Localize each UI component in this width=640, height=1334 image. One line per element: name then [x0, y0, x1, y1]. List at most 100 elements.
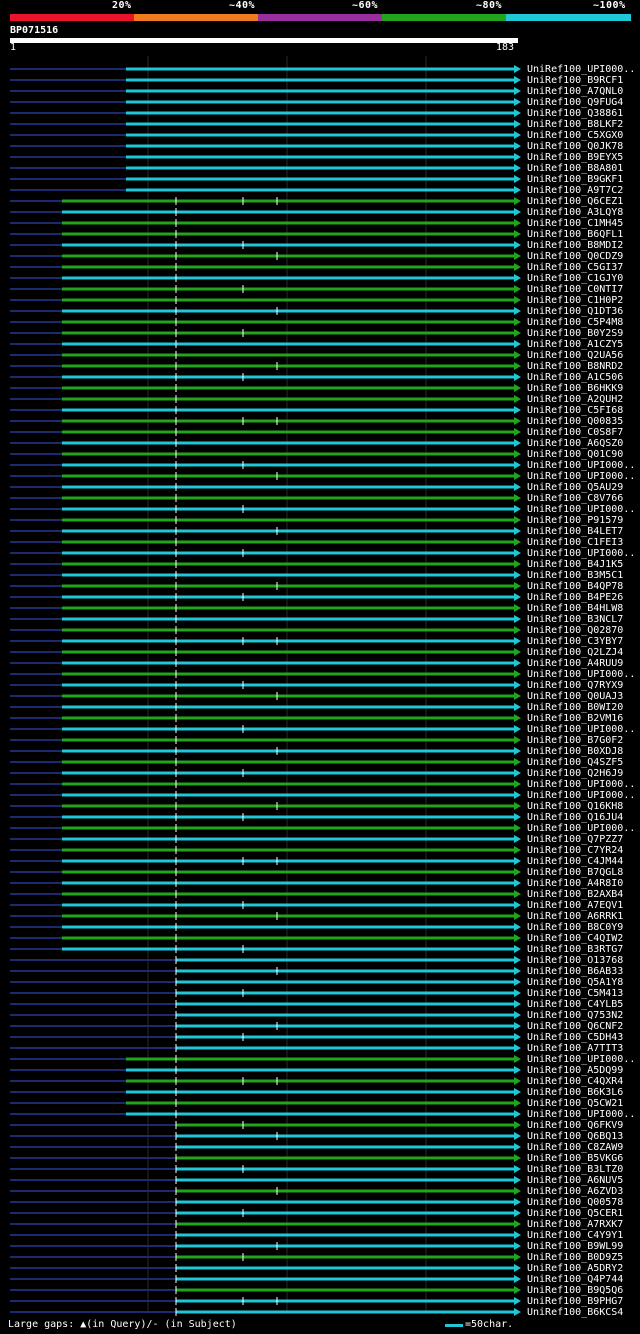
hit-label[interactable]: UniRef100_B4J1K5: [527, 559, 624, 570]
hit-label[interactable]: UniRef100_C1FEI3: [527, 537, 624, 548]
hit-label[interactable]: UniRef100_Q4SZF5: [527, 757, 624, 768]
hit-label[interactable]: UniRef100_UPI000..: [527, 471, 636, 482]
hit-label[interactable]: UniRef100_A5DQ99: [527, 1065, 624, 1076]
hit-label[interactable]: UniRef100_Q1DT36: [527, 306, 624, 317]
hit-label[interactable]: UniRef100_B4HLW8: [527, 603, 624, 614]
hit-label[interactable]: UniRef100_A2QUH2: [527, 394, 624, 405]
hit-label[interactable]: UniRef100_B9Q5Q6: [527, 1285, 624, 1296]
hit-label[interactable]: UniRef100_C4Y9Y1: [527, 1230, 624, 1241]
hit-label[interactable]: UniRef100_C5M413: [527, 988, 624, 999]
hit-label[interactable]: UniRef100_B7G0F2: [527, 735, 624, 746]
hit-label[interactable]: UniRef100_B6QFL1: [527, 229, 624, 240]
hit-label[interactable]: UniRef100_B6K3L6: [527, 1087, 624, 1098]
hit-label[interactable]: UniRef100_A1C506: [527, 372, 624, 383]
hit-label[interactable]: UniRef100_Q6BQ13: [527, 1131, 624, 1142]
hit-label[interactable]: UniRef100_C4YLB5: [527, 999, 624, 1010]
hit-label[interactable]: UniRef100_UPI000..: [527, 460, 636, 471]
hit-label[interactable]: UniRef100_A7EQV1: [527, 900, 624, 911]
hit-label[interactable]: UniRef100_C4QXR4: [527, 1076, 624, 1087]
hit-label[interactable]: UniRef100_B8MDI2: [527, 240, 624, 251]
hit-label[interactable]: UniRef100_B9RCF1: [527, 75, 624, 86]
hit-label[interactable]: UniRef100_B8C0Y9: [527, 922, 624, 933]
hit-label[interactable]: UniRef100_P91579: [527, 515, 624, 526]
hit-label[interactable]: UniRef100_C0NTI7: [527, 284, 624, 295]
hit-label[interactable]: UniRef100_Q6CEZ1: [527, 196, 624, 207]
hit-label[interactable]: UniRef100_B8NRD2: [527, 361, 624, 372]
hit-label[interactable]: UniRef100_UPI000..: [527, 724, 636, 735]
hit-label[interactable]: UniRef100_B2VM16: [527, 713, 624, 724]
hit-label[interactable]: UniRef100_Q9FUG4: [527, 97, 624, 108]
hit-label[interactable]: UniRef100_B3M5C1: [527, 570, 624, 581]
hit-label[interactable]: UniRef100_B9WL99: [527, 1241, 624, 1252]
hit-label[interactable]: UniRef100_Q6FKV9: [527, 1120, 624, 1131]
hit-label[interactable]: UniRef100_B3NCL7: [527, 614, 624, 625]
hit-label[interactable]: UniRef100_A7TIT3: [527, 1043, 624, 1054]
hit-label[interactable]: UniRef100_C1MH45: [527, 218, 624, 229]
hit-label[interactable]: UniRef100_O13768: [527, 955, 624, 966]
hit-label[interactable]: UniRef100_Q16KH8: [527, 801, 624, 812]
hit-label[interactable]: UniRef100_B3RTG7: [527, 944, 624, 955]
hit-label[interactable]: UniRef100_B7QGL8: [527, 867, 624, 878]
hit-label[interactable]: UniRef100_Q38861: [527, 108, 624, 119]
hit-label[interactable]: UniRef100_UPI000..: [527, 1054, 636, 1065]
hit-label[interactable]: UniRef100_B6AB33: [527, 966, 624, 977]
hit-label[interactable]: UniRef100_B0D9Z5: [527, 1252, 624, 1263]
hit-label[interactable]: UniRef100_B5VKG6: [527, 1153, 624, 1164]
hit-label[interactable]: UniRef100_B9EYX5: [527, 152, 624, 163]
hit-label[interactable]: UniRef100_Q0CDZ9: [527, 251, 624, 262]
hit-label[interactable]: UniRef100_Q7PZZ7: [527, 834, 624, 845]
hit-label[interactable]: UniRef100_A5DRY2: [527, 1263, 624, 1274]
hit-label[interactable]: UniRef100_C1GJY0: [527, 273, 624, 284]
hit-label[interactable]: UniRef100_UPI000..: [527, 823, 636, 834]
hit-label[interactable]: UniRef100_Q01C90: [527, 449, 624, 460]
hit-label[interactable]: UniRef100_B6KCS4: [527, 1307, 624, 1318]
hit-label[interactable]: UniRef100_B4QP78: [527, 581, 624, 592]
hit-label[interactable]: UniRef100_Q16JU4: [527, 812, 624, 823]
hit-label[interactable]: UniRef100_C5GI37: [527, 262, 624, 273]
hit-label[interactable]: UniRef100_A7RXK7: [527, 1219, 624, 1230]
hit-label[interactable]: UniRef100_Q02870: [527, 625, 624, 636]
hit-label[interactable]: UniRef100_Q5A1Y8: [527, 977, 624, 988]
hit-label[interactable]: UniRef100_B0XDJ8: [527, 746, 624, 757]
hit-label[interactable]: UniRef100_UPI000..: [527, 790, 636, 801]
hit-label[interactable]: UniRef100_A4R8I0: [527, 878, 624, 889]
hit-label[interactable]: UniRef100_A6NUV5: [527, 1175, 624, 1186]
hit-label[interactable]: UniRef100_C7YR24: [527, 845, 624, 856]
hit-label[interactable]: UniRef100_B8A801: [527, 163, 624, 174]
hit-label[interactable]: UniRef100_C4QIW2: [527, 933, 624, 944]
hit-label[interactable]: UniRef100_B0Y2S9: [527, 328, 624, 339]
hit-label[interactable]: UniRef100_Q00835: [527, 416, 624, 427]
hit-label[interactable]: UniRef100_Q2LZJ4: [527, 647, 624, 658]
hit-label[interactable]: UniRef100_Q0JK78: [527, 141, 624, 152]
hit-label[interactable]: UniRef100_Q7RYX9: [527, 680, 624, 691]
hit-label[interactable]: UniRef100_C8V766: [527, 493, 624, 504]
hit-label[interactable]: UniRef100_UPI000..: [527, 548, 636, 559]
hit-label[interactable]: UniRef100_UPI000..: [527, 779, 636, 790]
hit-label[interactable]: UniRef100_B8LKF2: [527, 119, 624, 130]
hit-label[interactable]: UniRef100_Q2UA56: [527, 350, 624, 361]
hit-label[interactable]: UniRef100_B2AXB4: [527, 889, 624, 900]
hit-label[interactable]: UniRef100_C1H0P2: [527, 295, 624, 306]
hit-label[interactable]: UniRef100_C5DH43: [527, 1032, 624, 1043]
hit-label[interactable]: UniRef100_A6RRK1: [527, 911, 624, 922]
hit-label[interactable]: UniRef100_B0WI20: [527, 702, 624, 713]
hit-label[interactable]: UniRef100_C5XGX0: [527, 130, 624, 141]
hit-label[interactable]: UniRef100_UPI000..: [527, 1109, 636, 1120]
hit-label[interactable]: UniRef100_A7QNL0: [527, 86, 624, 97]
hit-label[interactable]: UniRef100_B9GKF1: [527, 174, 624, 185]
hit-label[interactable]: UniRef100_Q2H6J9: [527, 768, 624, 779]
hit-label[interactable]: UniRef100_A3LQY8: [527, 207, 624, 218]
hit-label[interactable]: UniRef100_C5FI68: [527, 405, 624, 416]
hit-label[interactable]: UniRef100_UPI000..: [527, 504, 636, 515]
hit-label[interactable]: UniRef100_A4RUU9: [527, 658, 624, 669]
hit-label[interactable]: UniRef100_B9PHG7: [527, 1296, 624, 1307]
hit-label[interactable]: UniRef100_Q5CW21: [527, 1098, 624, 1109]
hit-label[interactable]: UniRef100_A1CZY5: [527, 339, 624, 350]
hit-label[interactable]: UniRef100_C4JM44: [527, 856, 624, 867]
hit-label[interactable]: UniRef100_Q4P744: [527, 1274, 624, 1285]
hit-label[interactable]: UniRef100_Q6CNF2: [527, 1021, 624, 1032]
hit-label[interactable]: UniRef100_B6HKK9: [527, 383, 624, 394]
hit-label[interactable]: UniRef100_B4LET7: [527, 526, 624, 537]
hit-label[interactable]: UniRef100_C8ZAW9: [527, 1142, 624, 1153]
hit-label[interactable]: UniRef100_UPI000..: [527, 669, 636, 680]
